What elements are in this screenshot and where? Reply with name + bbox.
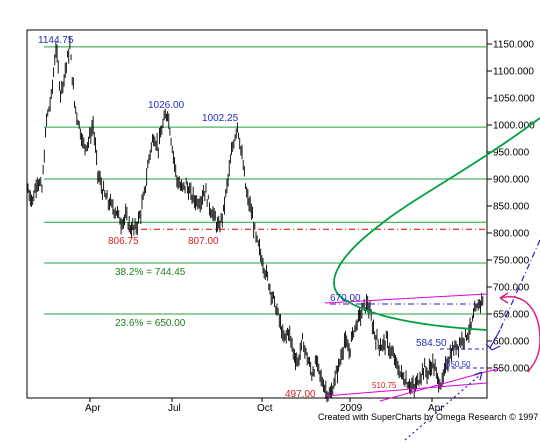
upper-trend-line <box>324 293 488 304</box>
dotted-projection-line <box>404 374 481 441</box>
curved-arrow-head <box>499 292 509 304</box>
label-peak-3: 1002.25 <box>202 113 239 124</box>
y-tick-label: 1050.000 <box>493 94 535 105</box>
x-axis: Apr Jul Oct 2009 Apr <box>85 398 444 414</box>
y-tick-label: 850.000 <box>493 202 530 213</box>
y-tick-label: 1100.000 <box>493 67 534 78</box>
y-tick-label: 900.000 <box>493 175 530 186</box>
label-retr-236: 23.6% = 650.00 <box>115 318 186 329</box>
curved-arrow <box>499 296 540 373</box>
x-tick-label: Apr <box>428 403 444 414</box>
label-low-510: 510.75 <box>372 381 397 390</box>
label-high-2008: 1144.75 <box>38 35 74 46</box>
y-tick-label: 1150.000 <box>493 40 534 51</box>
x-tick-label: 2009 <box>340 403 363 414</box>
parabolic-curve <box>333 117 540 331</box>
y-tick-label: 800.000 <box>493 229 530 240</box>
y-tick-label: 700.000 <box>493 283 530 294</box>
label-retr-382: 38.2% = 744.45 <box>115 267 186 278</box>
x-tick-label: Oct <box>257 403 273 414</box>
dotted-arrow-head <box>473 371 483 381</box>
label-low-2: 807.00 <box>188 236 219 247</box>
y-tick-label: 550.000 <box>493 364 530 375</box>
footer-credit: Created with SuperCharts by Omega Resear… <box>318 412 538 422</box>
lower-trend-line <box>324 382 488 397</box>
y-tick-label: 600.000 <box>493 337 530 348</box>
y-tick-label: 650.000 <box>493 310 530 321</box>
label-low-1: 806.75 <box>108 236 139 247</box>
label-peak-2: 1026.00 <box>148 100 185 111</box>
y-tick-label: 750.000 <box>493 256 530 267</box>
label-low-oct: 497.00 <box>285 389 316 400</box>
label-level-584: 584.50 <box>416 338 447 349</box>
y-tick-label: 950.000 <box>493 148 530 159</box>
projection-line-end <box>489 329 501 349</box>
horizontal-levels <box>44 46 487 315</box>
label-high-jan: 670.00 <box>330 293 361 304</box>
price-bars <box>27 36 484 403</box>
projection-arrow-head <box>485 343 501 351</box>
lower-trend-line-ext <box>379 367 501 402</box>
projection-line <box>499 239 540 331</box>
x-tick-label: Jul <box>168 403 181 414</box>
y-tick-label: 1000.000 <box>493 121 535 132</box>
y-axis-ticks: 1150.000 1100.000 1050.000 1000.000 950.000 9… <box>487 40 535 375</box>
label-level-550: 550.50 <box>446 360 471 369</box>
x-tick-label: Apr <box>85 403 101 414</box>
